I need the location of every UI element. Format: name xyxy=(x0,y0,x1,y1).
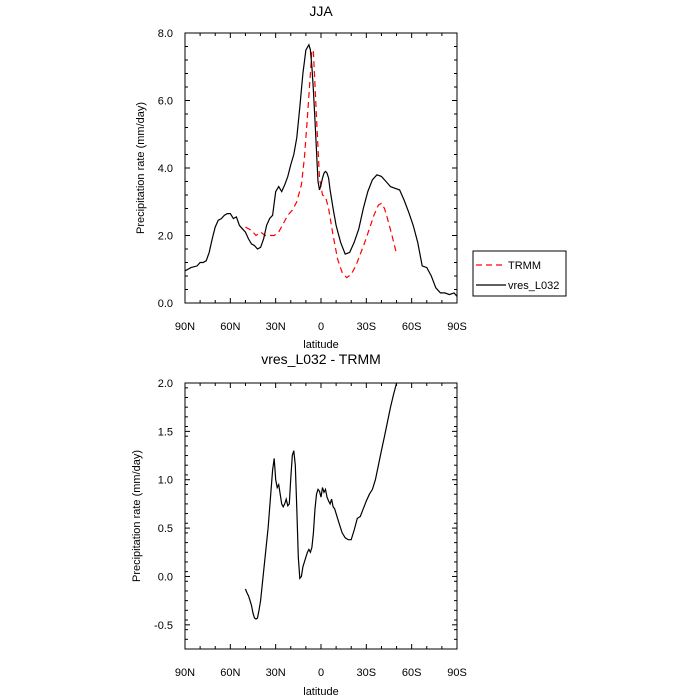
x-tick-label: 60S xyxy=(402,667,422,679)
legend-box xyxy=(472,250,567,297)
x-tick-label: 60N xyxy=(220,667,240,679)
bottom-series-difference xyxy=(244,382,398,620)
x-tick-label: 30S xyxy=(357,321,377,333)
top-x-axis-label: latitude xyxy=(303,339,338,351)
bottom-series-group xyxy=(244,382,398,620)
top-y-axis-label: Precipitation rate (mm/day) xyxy=(135,102,147,234)
top-series-group xyxy=(184,43,458,297)
y-tick-label: 2.0 xyxy=(158,231,173,243)
top-series-trmm xyxy=(245,48,398,279)
bottom-x-axis-label: latitude xyxy=(303,686,338,698)
top-chart-title: JJA xyxy=(309,3,333,19)
y-tick-label: 4.0 xyxy=(158,163,173,175)
x-tick-label: 90S xyxy=(447,667,467,679)
x-tick-label: 60N xyxy=(220,321,240,333)
y-tick-label: 0.0 xyxy=(158,571,173,583)
x-tick-label: 60S xyxy=(402,321,422,333)
y-tick-label: 8.0 xyxy=(158,28,173,40)
bottom-axis-ticks: 90N 60N 30N 0 30S 60S 90S -0.5 0.0 0.5 1.0 1.5 2.0 xyxy=(154,378,467,679)
bottom-panel: vres_L032 - TRMM 90N 60N 30N 0 30S 60S 90S -0.5… xyxy=(131,351,467,698)
top-series-vres-l032 xyxy=(184,43,458,297)
y-tick-label: 1.0 xyxy=(158,475,173,487)
top-panel: JJA 90N 60N 30N 0 30S 60S 90S 0.0 2.0 4.0 6.0 8.0 l… xyxy=(135,3,467,351)
y-tick-label: 0.0 xyxy=(158,298,173,310)
x-tick-label: 0 xyxy=(318,667,324,679)
x-tick-label: 30S xyxy=(357,667,377,679)
legend-label-trmm: TRMM xyxy=(508,260,541,272)
y-tick-label: -0.5 xyxy=(154,620,173,632)
x-tick-label: 90N xyxy=(175,321,195,333)
x-tick-label: 90N xyxy=(175,667,195,679)
legend-label-vres-l032: vres_L032 xyxy=(508,280,559,292)
top-axis-ticks: 90N 60N 30N 0 30S 60S 90S 0.0 2.0 4.0 6.0 8.0 xyxy=(158,28,467,333)
x-tick-label: 30N xyxy=(266,667,286,679)
x-tick-label: 0 xyxy=(318,321,324,333)
y-tick-label: 1.5 xyxy=(158,426,173,438)
top-plot-frame xyxy=(184,32,458,304)
x-tick-label: 90S xyxy=(447,321,467,333)
y-tick-label: 2.0 xyxy=(158,378,173,390)
y-tick-label: 6.0 xyxy=(158,96,173,108)
legend: TRMM vres_L032 xyxy=(472,250,567,297)
bottom-plot-frame xyxy=(184,382,458,650)
x-tick-label: 30N xyxy=(266,321,286,333)
bottom-y-axis-label: Precipitation rate (mm/day) xyxy=(131,450,143,582)
y-tick-label: 0.5 xyxy=(158,523,173,535)
bottom-chart-title: vres_L032 - TRMM xyxy=(261,351,381,367)
